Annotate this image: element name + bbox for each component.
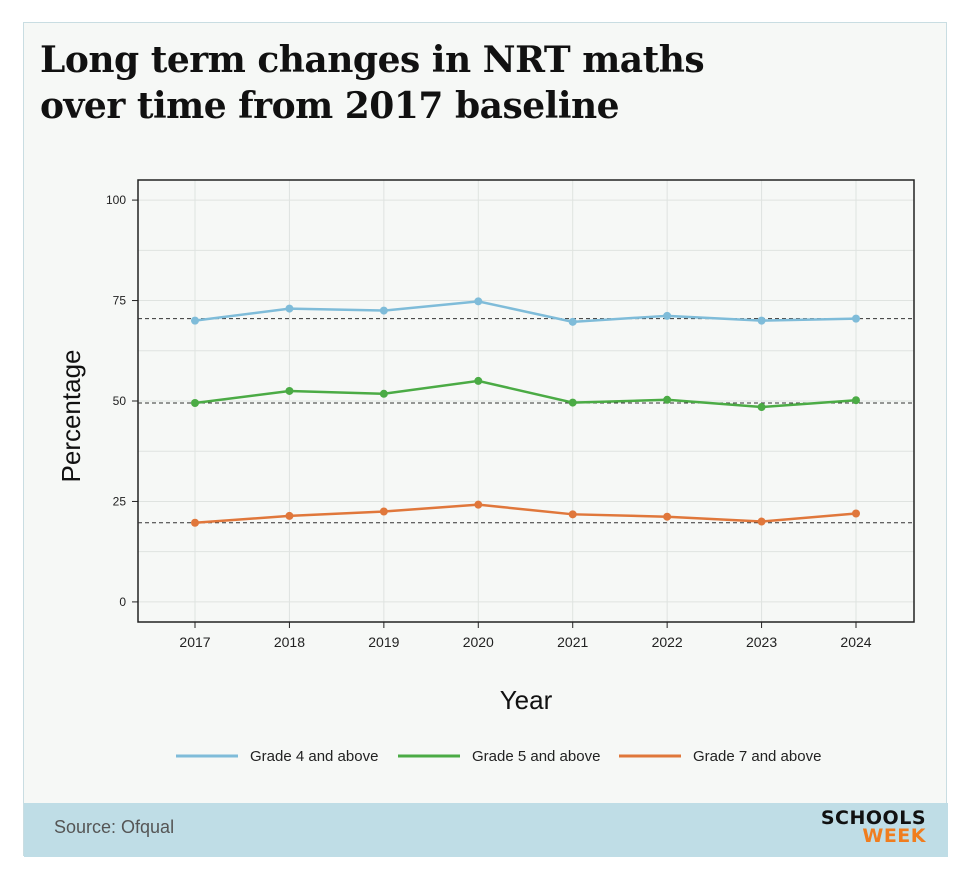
- y-axis-label: Percentage: [56, 350, 86, 483]
- line-chart: 0 25 50 75 100 2017 2018 2019 2020 2021 2022 2023 20…: [56, 179, 915, 765]
- title-line-1: Long term changes in NRT maths: [40, 39, 705, 81]
- y-tick-label: 0: [119, 595, 126, 609]
- data-point: [568, 317, 577, 326]
- data-point: [757, 316, 766, 325]
- source-note: Source: Ofqual: [54, 817, 175, 837]
- series-line: [194, 379, 857, 409]
- data-point: [568, 510, 577, 519]
- data-point: [852, 314, 860, 323]
- chart-card: Long term changes in NRT maths over time…: [23, 22, 948, 857]
- data-point: [379, 389, 388, 398]
- data-point: [757, 403, 766, 412]
- data-point: [285, 511, 294, 520]
- x-tick-label: 2017: [179, 634, 210, 650]
- x-tick-label: 2022: [652, 634, 683, 650]
- data-point: [852, 509, 860, 518]
- data-point: [663, 311, 672, 320]
- legend-label: Grade 4 and above: [250, 748, 378, 765]
- data-point: [191, 518, 199, 527]
- footer-bar: Source: Ofqual SCHOOLS WEEK: [24, 803, 948, 857]
- x-tick-label: 2020: [463, 634, 494, 650]
- data-point: [379, 306, 388, 315]
- data-point: [191, 399, 199, 408]
- chart-title: Long term changes in NRT maths over time…: [40, 37, 740, 129]
- data-point: [191, 316, 199, 325]
- title-line-2: over time from 2017 baseline: [40, 85, 620, 127]
- series-line: [194, 300, 857, 324]
- logo-schools: SCHOOLS: [820, 807, 926, 829]
- series-line: [194, 503, 857, 524]
- x-tick-label: 2023: [746, 634, 777, 650]
- data-point: [474, 500, 483, 509]
- x-tick-label: 2021: [557, 634, 588, 650]
- data-point: [757, 517, 766, 526]
- data-point: [663, 395, 672, 404]
- x-tick-label: 2019: [368, 634, 399, 650]
- data-point: [474, 376, 483, 385]
- data-point: [474, 297, 483, 306]
- schools-week-logo: SCHOOLS WEEK: [820, 807, 926, 847]
- legend-label: Grade 5 and above: [472, 748, 600, 765]
- y-tick-label: 100: [106, 193, 126, 207]
- y-tick-label: 25: [113, 494, 127, 508]
- data-point: [285, 304, 294, 313]
- data-point: [379, 507, 388, 516]
- x-tick-label: 2024: [840, 634, 871, 650]
- data-point: [852, 396, 860, 405]
- data-point: [663, 512, 672, 521]
- data-point: [285, 386, 294, 395]
- x-tick-label: 2018: [274, 634, 305, 650]
- y-tick-label: 50: [113, 394, 127, 408]
- legend-label: Grade 7 and above: [693, 748, 821, 765]
- x-axis-label: Year: [500, 685, 553, 715]
- logo-week: WEEK: [862, 825, 926, 847]
- y-tick-label: 75: [113, 294, 127, 308]
- data-point: [568, 398, 577, 407]
